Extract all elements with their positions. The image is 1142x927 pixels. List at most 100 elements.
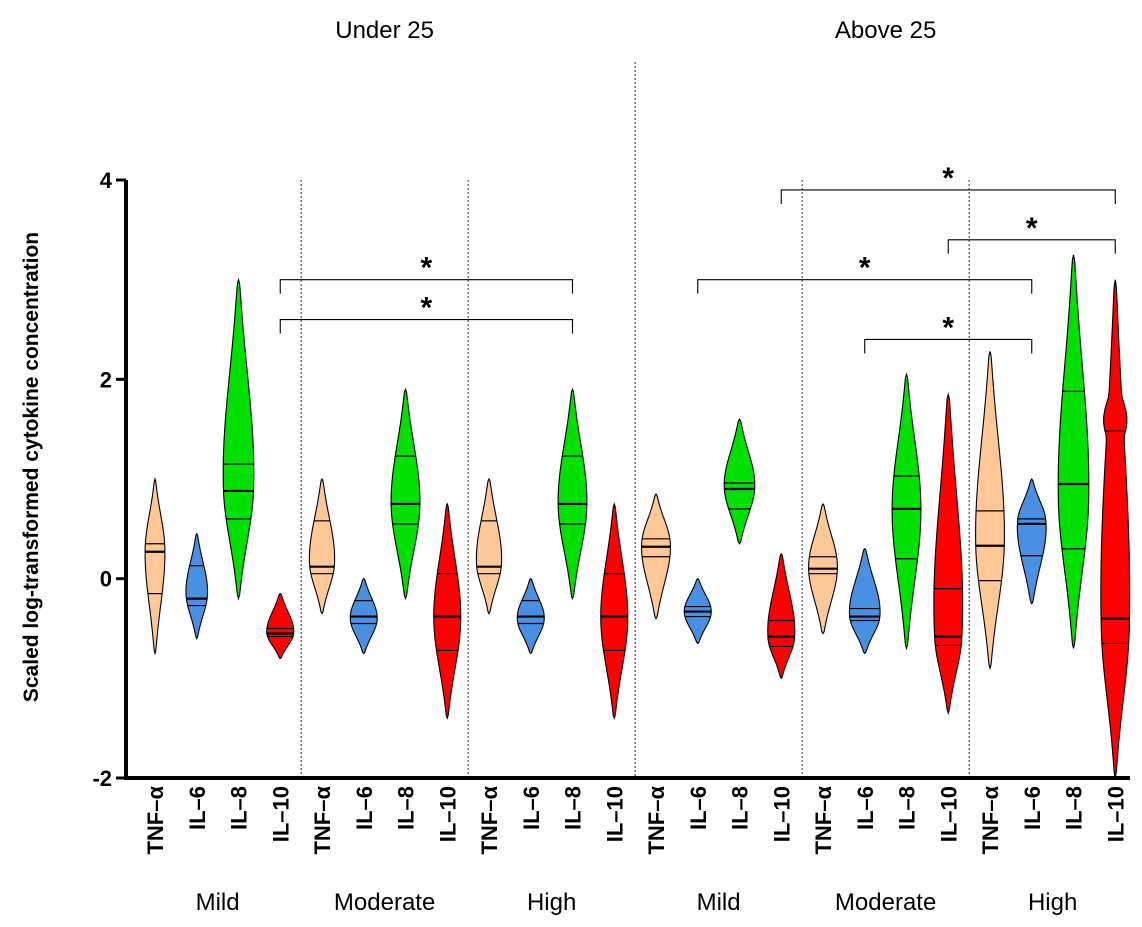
significance-label: * [421, 252, 433, 285]
x-tick-label: TNF–α [978, 786, 1003, 855]
x-tick-label: IL–10 [1103, 786, 1128, 842]
violin-body [185, 532, 209, 640]
x-tick-label: TNF–α [143, 786, 168, 855]
violin-il8 [222, 277, 255, 601]
x-tick-label: IL–8 [895, 786, 920, 830]
x-tick-label: IL–10 [268, 786, 293, 842]
significance-brackets: * * * * * * [279, 162, 1116, 354]
x-tick-label: IL–6 [352, 786, 377, 830]
violin-il8 [723, 418, 756, 545]
significance-bracket: * [864, 311, 1033, 354]
violin-body [144, 477, 166, 656]
violin-body [390, 387, 421, 601]
violin-body [475, 477, 503, 615]
violin-tnf [475, 477, 503, 615]
violin-body [891, 372, 922, 651]
x-tick-label: TNF–α [477, 786, 502, 855]
x-tick-label: IL–6 [853, 786, 878, 830]
significance-bracket: * [279, 252, 574, 294]
violin-tnf [308, 477, 336, 615]
violin-il8 [1057, 254, 1090, 649]
significance-label: * [421, 292, 433, 325]
significance-bracket: * [780, 162, 1116, 204]
age-group-label: Above 25 [835, 17, 936, 44]
violin-il8 [390, 387, 421, 601]
significance-label: * [942, 311, 954, 344]
x-tick-label: IL–6 [519, 786, 544, 830]
significance-bracket: * [279, 292, 574, 334]
severity-group-label: High [1028, 889, 1077, 916]
x-tick-label: IL–8 [394, 786, 419, 830]
axes [116, 178, 1130, 780]
violin-body [1016, 478, 1047, 605]
violin-body [723, 418, 756, 545]
violin-il10 [933, 392, 964, 716]
violin-body [767, 552, 796, 680]
y-tick-label: 2 [100, 367, 112, 392]
x-tick-label: IL–8 [561, 786, 586, 830]
y-axis-label: Scaled log-transformed cytokine concentr… [20, 232, 43, 702]
x-tick-label: IL–8 [1062, 786, 1087, 830]
violin-tnf [641, 492, 671, 620]
violin-body [557, 387, 588, 601]
x-tick-label: IL–10 [602, 786, 627, 842]
violin-body [848, 547, 881, 655]
violin-body [1100, 279, 1131, 779]
x-tick-label: TNF–α [310, 786, 335, 855]
severity-group-label: Mild [196, 889, 240, 916]
bracket-line [780, 189, 1116, 204]
violin-body [1057, 254, 1090, 649]
violin-il6 [516, 577, 545, 655]
bracket-line [864, 338, 1033, 354]
y-tick-label: 4 [100, 168, 113, 193]
severity-group-label: Moderate [835, 889, 936, 916]
x-tick-label: IL–8 [728, 786, 753, 830]
x-tick-label: TNF–α [811, 786, 836, 855]
age-group-label: Under 25 [335, 17, 434, 44]
significance-bracket: * [947, 212, 1116, 254]
violin-il10 [600, 502, 629, 720]
violin-series [144, 254, 1131, 779]
significance-label: * [1026, 212, 1038, 245]
violin-il6 [349, 577, 378, 655]
violin-body [222, 277, 255, 601]
severity-group-label: Mild [697, 889, 741, 916]
axis-labels: 4 2 0 -2 TNF–α IL–6 IL–8 IL–10 TNF–α IL–6 IL–8 IL–1… [20, 17, 1128, 916]
violin-il6 [683, 577, 712, 645]
x-tick-label: IL–6 [185, 786, 210, 830]
group-separators [300, 62, 970, 778]
violin-il10 [1100, 279, 1131, 779]
severity-group-label: Moderate [334, 889, 435, 916]
violin-il10 [266, 592, 295, 660]
bracket-line [947, 239, 1116, 254]
violin-body [266, 592, 295, 660]
violin-il8 [891, 372, 922, 651]
violin-tnf [808, 502, 838, 635]
y-tick-label: 0 [100, 567, 112, 592]
bracket-line [279, 318, 574, 334]
x-tick-label: IL–6 [1020, 786, 1045, 830]
significance-label: * [942, 162, 954, 195]
severity-group-label: High [527, 889, 576, 916]
significance-bracket: * [697, 252, 1033, 294]
violin-il10 [767, 552, 796, 680]
x-tick-label: TNF–α [644, 786, 669, 855]
significance-label: * [859, 252, 871, 285]
x-tick-label: IL–10 [936, 786, 961, 842]
violin-il6 [1016, 478, 1047, 605]
violin-body [433, 502, 462, 720]
violin-tnf [144, 477, 166, 656]
violin-body [600, 502, 629, 720]
bracket-line [697, 279, 1033, 294]
violin-il8 [557, 387, 588, 601]
violin-il10 [433, 502, 462, 720]
x-tick-label: IL–8 [227, 786, 252, 830]
x-tick-label: IL–10 [435, 786, 460, 842]
violin-body [933, 392, 964, 716]
violin-il6 [848, 547, 881, 655]
violin-tnf [975, 351, 1005, 671]
y-tick-label: -2 [92, 766, 112, 791]
x-tick-label: IL–10 [769, 786, 794, 842]
violin-body [308, 477, 336, 615]
